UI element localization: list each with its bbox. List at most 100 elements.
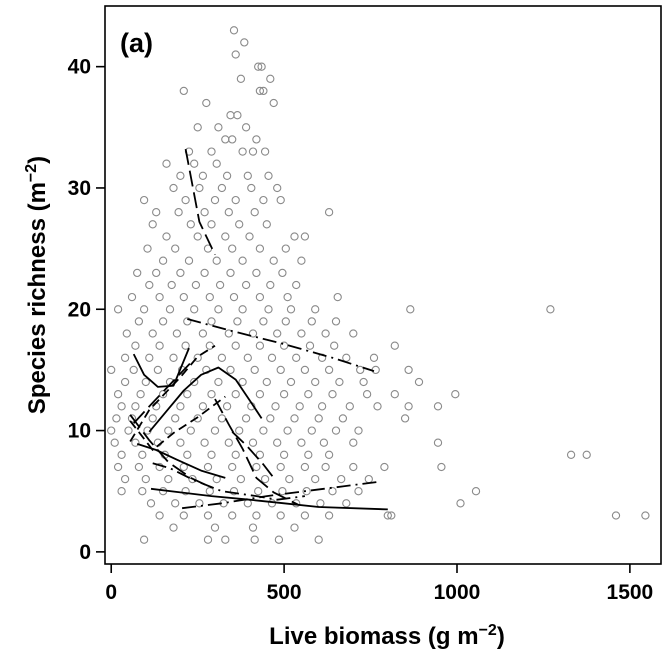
data-point bbox=[471, 487, 481, 496]
fit-line bbox=[187, 318, 375, 372]
data-point bbox=[260, 147, 270, 156]
data-point bbox=[387, 511, 396, 520]
data-point bbox=[297, 256, 306, 265]
data-point bbox=[238, 147, 247, 156]
data-point bbox=[231, 450, 240, 459]
data-point bbox=[295, 402, 304, 411]
data-point bbox=[229, 487, 239, 496]
data-point bbox=[255, 390, 265, 399]
data-point bbox=[236, 474, 246, 484]
data-point bbox=[259, 86, 268, 96]
data-point bbox=[311, 305, 320, 314]
data-point bbox=[162, 159, 171, 168]
data-point bbox=[221, 135, 230, 144]
data-point bbox=[369, 353, 379, 362]
data-point bbox=[290, 414, 299, 423]
data-point bbox=[221, 232, 230, 241]
data-point bbox=[176, 438, 185, 447]
panel-label: (a) bbox=[120, 28, 153, 58]
data-point bbox=[285, 474, 294, 484]
y-axis-ticks: 0 10 20 30 40 bbox=[68, 56, 105, 564]
data-point bbox=[231, 341, 240, 350]
data-point bbox=[117, 450, 126, 459]
data-point bbox=[286, 305, 296, 314]
data-point bbox=[200, 208, 209, 217]
data-point bbox=[582, 450, 591, 459]
data-point bbox=[245, 232, 254, 241]
data-point bbox=[183, 390, 192, 399]
data-point bbox=[271, 402, 280, 411]
data-point bbox=[321, 329, 330, 338]
data-point bbox=[190, 305, 199, 314]
fit-line bbox=[214, 398, 299, 506]
data-point bbox=[307, 426, 316, 435]
data-point bbox=[203, 462, 213, 472]
data-point bbox=[164, 426, 173, 435]
data-point bbox=[641, 511, 650, 520]
data-point bbox=[215, 280, 225, 290]
data-point bbox=[273, 438, 282, 447]
data-point bbox=[198, 402, 208, 411]
fit-line bbox=[231, 431, 275, 479]
data-point bbox=[214, 123, 223, 132]
data-point bbox=[207, 220, 216, 229]
data-point bbox=[145, 280, 154, 290]
data-point bbox=[238, 256, 247, 265]
data-point bbox=[203, 535, 213, 544]
data-point bbox=[198, 329, 208, 338]
fit-line bbox=[148, 366, 263, 433]
data-point bbox=[243, 353, 252, 362]
data-point bbox=[107, 365, 116, 375]
fit-line bbox=[181, 480, 382, 510]
fit-line bbox=[184, 148, 216, 256]
data-point bbox=[292, 499, 301, 508]
data-point bbox=[200, 438, 209, 447]
data-point bbox=[262, 377, 271, 387]
data-point bbox=[110, 438, 119, 447]
data-point bbox=[300, 365, 310, 375]
data-point bbox=[127, 292, 137, 302]
data-point bbox=[314, 414, 323, 423]
data-point bbox=[176, 268, 185, 278]
data-point bbox=[254, 62, 263, 71]
data-point bbox=[183, 317, 192, 326]
data-point bbox=[200, 268, 209, 278]
data-point bbox=[248, 438, 258, 447]
data-point bbox=[238, 305, 247, 314]
data-point bbox=[217, 353, 227, 362]
data-point bbox=[255, 450, 265, 459]
data-point bbox=[300, 511, 310, 520]
data-point bbox=[158, 390, 168, 399]
data-point bbox=[222, 402, 232, 411]
data-point bbox=[191, 280, 201, 290]
data-point bbox=[195, 183, 204, 193]
data-point bbox=[112, 414, 121, 423]
data-point bbox=[231, 195, 240, 205]
x-axis-title: Live biomass (g m−2) bbox=[269, 622, 505, 650]
data-point bbox=[349, 329, 358, 338]
data-point bbox=[212, 159, 221, 168]
data-point bbox=[169, 183, 178, 193]
data-point bbox=[179, 511, 188, 520]
data-point bbox=[139, 195, 149, 205]
data-point bbox=[345, 402, 354, 411]
data-point bbox=[248, 523, 258, 532]
data-point bbox=[362, 390, 372, 399]
data-point bbox=[364, 474, 373, 484]
data-point bbox=[297, 438, 306, 447]
data-point bbox=[252, 511, 261, 520]
data-point bbox=[260, 474, 270, 484]
data-point bbox=[248, 329, 258, 338]
x-axis-ticks: 0 500 1000 1500 bbox=[105, 564, 653, 604]
data-point bbox=[250, 208, 259, 217]
data-point bbox=[193, 232, 202, 241]
data-point bbox=[202, 98, 211, 108]
data-point bbox=[226, 111, 235, 120]
data-point bbox=[273, 329, 282, 338]
data-point bbox=[155, 341, 164, 350]
data-point bbox=[286, 377, 296, 387]
data-point bbox=[235, 220, 244, 229]
data-point bbox=[290, 523, 299, 532]
data-point bbox=[316, 499, 325, 508]
